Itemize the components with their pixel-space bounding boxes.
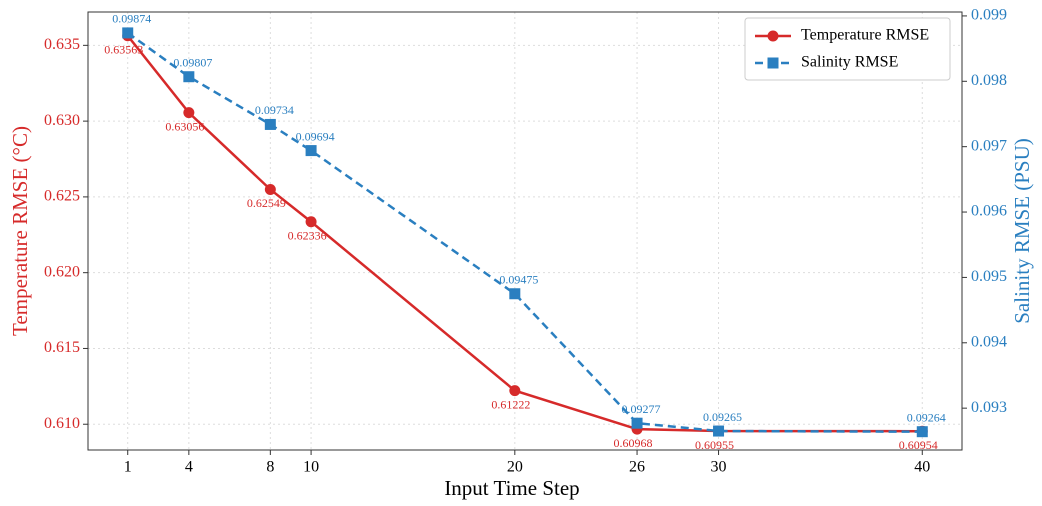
data-label: 0.09277 [622, 402, 661, 416]
data-label: 0.63563 [104, 43, 143, 57]
series-line [126, 31, 923, 433]
x-tick-label: 1 [124, 459, 132, 476]
marker [916, 426, 928, 438]
y-tick-label: 0.610 [44, 415, 80, 432]
plot-frame [87, 11, 963, 451]
legend-marker [767, 30, 779, 42]
y2-tick-label: 0.093 [971, 399, 1007, 416]
x-tick-label: 4 [185, 459, 193, 476]
y-tick-label: 0.625 [44, 188, 80, 205]
data-label: 0.09265 [703, 410, 742, 424]
x-tick-label: 10 [303, 459, 319, 476]
marker [305, 216, 317, 228]
marker [183, 71, 195, 83]
data-label: 0.09475 [499, 273, 538, 287]
y-tick-label: 0.630 [44, 112, 80, 129]
y-tick-label: 0.635 [44, 36, 80, 53]
marker [509, 288, 521, 300]
legend-marker [767, 57, 779, 69]
marker [264, 183, 276, 195]
marker [509, 385, 521, 397]
data-label: 0.60968 [614, 436, 653, 450]
x-tick-label: 8 [266, 459, 274, 476]
legend-box [744, 17, 951, 81]
y2-tick-label: 0.098 [971, 72, 1007, 89]
data-label: 0.63056 [165, 119, 204, 133]
data-label: 0.62549 [247, 196, 286, 210]
x-axis-label: Input Time Step [444, 476, 579, 500]
y2-tick-label: 0.096 [971, 203, 1007, 220]
x-tick-label: 26 [629, 459, 645, 476]
x-tick-label: 40 [914, 459, 930, 476]
data-label: 0.09734 [255, 103, 294, 117]
y2-tick-label: 0.099 [971, 7, 1007, 24]
marker [264, 118, 276, 130]
marker [122, 27, 134, 39]
marker [713, 425, 725, 437]
x-tick-label: 20 [507, 459, 523, 476]
data-label: 0.62336 [288, 229, 327, 243]
data-label: 0.60954 [899, 438, 938, 452]
y2-axis-label: Salinity RMSE (PSU) [1010, 138, 1034, 324]
marker [631, 417, 643, 429]
y2-tick-label: 0.095 [971, 268, 1007, 285]
data-label: 0.09807 [173, 55, 212, 69]
data-label: 0.09264 [907, 410, 946, 424]
y-axis-label: Temperature RMSE (°C) [8, 126, 32, 336]
legend-label: Salinity RMSE [801, 54, 898, 71]
y-tick-label: 0.620 [44, 263, 80, 280]
x-tick-label: 30 [711, 459, 727, 476]
data-label: 0.60955 [695, 438, 734, 452]
data-label: 0.09694 [296, 129, 335, 143]
data-label: 0.61222 [491, 397, 530, 411]
data-label: 0.09874 [112, 12, 151, 26]
legend-label: Temperature RMSE [801, 27, 929, 44]
marker [183, 107, 195, 119]
marker [305, 145, 317, 157]
series-line [126, 35, 923, 433]
y2-tick-label: 0.094 [971, 333, 1007, 350]
y-tick-label: 0.615 [44, 339, 80, 356]
y2-tick-label: 0.097 [971, 137, 1007, 154]
